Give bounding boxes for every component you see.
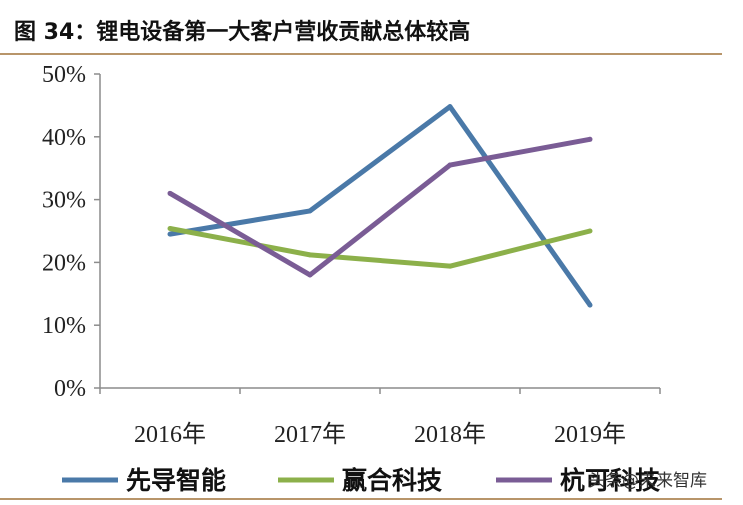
x-tick-label: 2019年	[554, 421, 626, 448]
data-point	[447, 162, 453, 168]
figure-header: 图 34：锂电设备第一大客户营收贡献总体较高	[0, 0, 720, 50]
x-tick-label: 2018年	[414, 421, 486, 448]
data-point	[167, 190, 173, 196]
data-point	[587, 228, 593, 234]
series-line	[169, 104, 593, 307]
y-tick-label: 10%	[42, 313, 86, 339]
y-tick-label: 0%	[54, 376, 86, 402]
data-point	[307, 272, 313, 278]
y-tick-label: 30%	[42, 188, 86, 214]
data-point	[167, 225, 173, 231]
data-point	[587, 136, 593, 142]
title-rule	[0, 53, 722, 55]
x-tick-label: 2016年	[134, 421, 206, 448]
data-point	[307, 252, 313, 258]
legend-label: 赢合科技	[342, 466, 442, 495]
data-point	[447, 263, 453, 269]
series-line	[168, 136, 591, 278]
y-tick-label: 50%	[42, 62, 86, 88]
x-tick-label: 2017年	[274, 421, 346, 448]
data-point	[167, 231, 173, 237]
series-line	[169, 226, 591, 269]
data-point	[447, 104, 453, 110]
y-tick-label: 20%	[42, 250, 86, 276]
figure-title: 图 34：锂电设备第一大客户营收贡献总体较高	[14, 20, 471, 45]
data-point	[587, 302, 593, 308]
legend-label: 先导智能	[126, 466, 226, 495]
watermark: 头条@未来智库	[588, 471, 707, 491]
bottom-rule	[0, 498, 722, 500]
data-point	[307, 208, 313, 214]
y-tick-label: 40%	[42, 125, 86, 151]
legend-label: 杭可科技	[560, 466, 660, 495]
